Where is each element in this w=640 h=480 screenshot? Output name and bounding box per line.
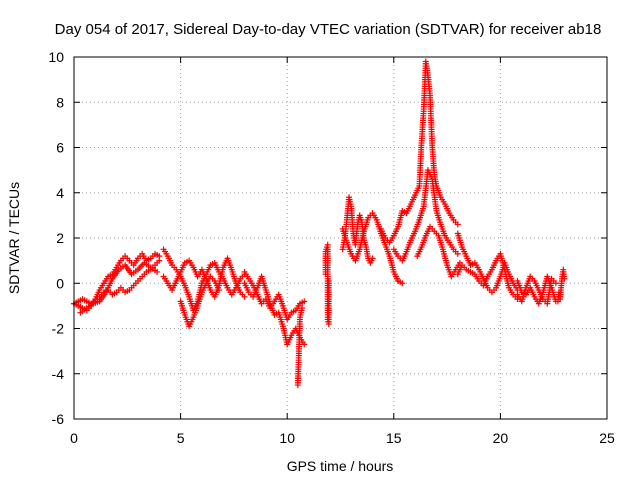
y-tick-label: -2 bbox=[52, 321, 65, 337]
x-axis-label: GPS time / hours bbox=[287, 458, 394, 474]
y-tick-label: 8 bbox=[56, 94, 64, 110]
data-point bbox=[561, 275, 568, 282]
x-tick-label: 5 bbox=[177, 430, 185, 446]
data-point bbox=[325, 277, 332, 284]
data-point bbox=[156, 257, 163, 264]
y-axis-label: SDTVAR / TECUs bbox=[6, 182, 22, 294]
x-tick-label: 25 bbox=[599, 430, 615, 446]
data-point bbox=[552, 280, 559, 287]
chart-title: Day 054 of 2017, Sidereal Day-to-day VTE… bbox=[55, 21, 602, 38]
y-tick-label: 4 bbox=[56, 185, 64, 201]
y-tick-labels: -6 -4 -2 0 2 4 6 8 10 bbox=[48, 49, 64, 427]
x-tick-label: 0 bbox=[70, 430, 78, 446]
data-point bbox=[299, 305, 306, 312]
y-tick-label: -6 bbox=[52, 411, 65, 427]
y-tick-label: 10 bbox=[48, 49, 64, 65]
data-point bbox=[301, 341, 308, 348]
y-tick-label: 6 bbox=[56, 140, 64, 156]
x-tick-label: 20 bbox=[493, 430, 509, 446]
y-tick-label: 2 bbox=[56, 230, 64, 246]
y-tick-label: 0 bbox=[56, 275, 64, 291]
x-tick-labels: 0 5 10 15 20 25 bbox=[70, 430, 615, 446]
plot-frame bbox=[73, 56, 608, 420]
data-point bbox=[215, 287, 222, 294]
y-tick-label: -4 bbox=[52, 366, 65, 382]
data-point bbox=[369, 255, 376, 262]
data-point bbox=[454, 221, 461, 228]
grid bbox=[74, 57, 607, 419]
x-tick-label: 15 bbox=[386, 430, 402, 446]
data-points bbox=[71, 58, 568, 389]
x-tick-label: 10 bbox=[279, 430, 295, 446]
data-point bbox=[301, 298, 308, 305]
axis-ticks bbox=[73, 56, 608, 420]
data-point bbox=[454, 250, 461, 257]
data-point bbox=[399, 280, 406, 287]
data-point bbox=[154, 268, 161, 275]
data-point bbox=[241, 293, 248, 300]
